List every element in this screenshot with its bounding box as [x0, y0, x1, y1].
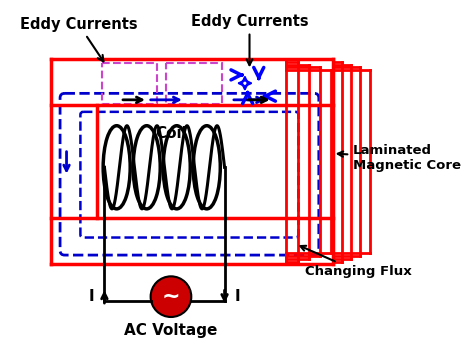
Bar [101, 63, 157, 104]
Text: I: I [235, 289, 240, 304]
Text: Eddy Currents: Eddy Currents [191, 14, 308, 65]
Text: I: I [89, 289, 94, 304]
Bar [166, 63, 222, 104]
Text: Changing Flux: Changing Flux [301, 246, 412, 278]
Text: Eddy Currents: Eddy Currents [20, 17, 137, 61]
Text: Laminated
Magnetic Core: Laminated Magnetic Core [338, 144, 461, 172]
Text: Coil: Coil [155, 126, 187, 141]
Text: ~: ~ [162, 287, 180, 307]
Text: AC Voltage: AC Voltage [124, 323, 218, 338]
Circle shape [151, 276, 191, 317]
